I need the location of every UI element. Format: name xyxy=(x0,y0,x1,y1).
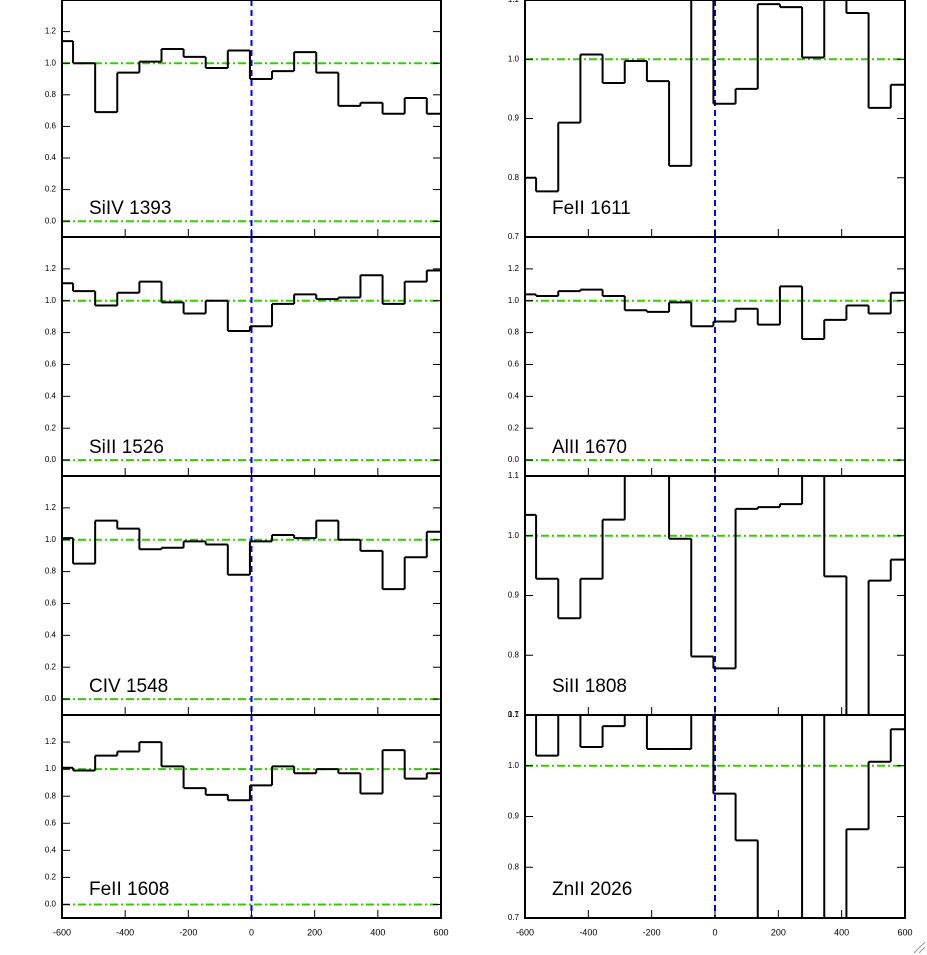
plot-area xyxy=(62,715,441,918)
plot-area xyxy=(62,0,441,237)
panel: 0.0 0.2 0.4 0.6 0.8 1.0 1.2 -600 -400 -200 0 200 400… xyxy=(45,714,449,937)
y-tick-label: 1.0 xyxy=(508,54,520,63)
x-tick-label: -600 xyxy=(53,927,71,937)
y-tick-label: 0.8 xyxy=(508,650,520,659)
y-tick-label: 0.0 xyxy=(45,694,57,703)
y-tick-label: 0.9 xyxy=(508,812,520,821)
y-tick-label: 0.6 xyxy=(508,360,520,369)
y-tick-label: 1.0 xyxy=(45,764,57,773)
y-tick-label: 0.6 xyxy=(45,122,57,131)
panel: 0.0 0.2 0.4 0.6 0.8 1.0 1.2 AlII 1670 xyxy=(508,236,906,477)
panel-label: AlII 1670 xyxy=(552,437,627,458)
y-tick-label: 0.8 xyxy=(508,173,520,182)
x-tick-label: 0 xyxy=(712,927,717,937)
y-tick-label: 0.4 xyxy=(45,845,57,854)
x-tick-label: -400 xyxy=(579,927,597,937)
panel-label: CIV 1548 xyxy=(89,676,168,697)
y-tick-label: 0.0 xyxy=(45,900,57,909)
plot-area xyxy=(525,476,905,715)
y-tick-label: 1.1 xyxy=(508,710,520,719)
y-tick-label: 0.6 xyxy=(45,360,57,369)
y-tick-label: 0.8 xyxy=(508,862,520,871)
x-tick-label: -200 xyxy=(179,927,197,937)
panel-label: SiII 1526 xyxy=(89,437,164,458)
y-tick-label: 1.2 xyxy=(508,264,520,273)
panel-label: ZnII 2026 xyxy=(552,879,632,900)
y-tick-label: 0.2 xyxy=(45,423,57,432)
panel-label: SiIV 1393 xyxy=(89,198,171,219)
panel: 0.0 0.2 0.4 0.6 0.8 1.0 1.2 CIV 1548 xyxy=(45,475,442,716)
y-tick-label: 0.6 xyxy=(45,818,57,827)
x-tick-label: -600 xyxy=(516,927,534,937)
y-tick-label: 1.2 xyxy=(45,503,57,512)
plot-area xyxy=(525,0,905,237)
x-tick-label: 400 xyxy=(834,927,849,937)
x-tick-label: 0 xyxy=(249,927,254,937)
y-tick-label: 1.0 xyxy=(45,58,57,67)
y-tick-label: 1.0 xyxy=(45,296,57,305)
y-tick-label: 1.0 xyxy=(508,531,520,540)
y-tick-label: 1.2 xyxy=(45,737,57,746)
panel: 0.0 0.2 0.4 0.6 0.8 1.0 1.2 SiIV 1393 xyxy=(45,0,442,238)
panel: 0.7 0.8 0.9 1.0 1.1 -600 -400 -200 0 200 400 600 ZnI… xyxy=(508,710,913,937)
y-tick-label: 0.4 xyxy=(45,153,57,162)
panel-label: FeII 1608 xyxy=(89,879,169,900)
y-tick-label: 0.7 xyxy=(508,232,520,241)
plot-area xyxy=(525,237,905,476)
y-tick-label: 0.7 xyxy=(508,913,520,922)
y-tick-label: 0.9 xyxy=(508,114,520,123)
y-tick-label: 0.0 xyxy=(45,216,57,225)
x-tick-label: 600 xyxy=(433,927,448,937)
y-tick-label: 0.8 xyxy=(45,791,57,800)
panel: 0.7 0.8 0.9 1.0 1.1 FeII 1611 xyxy=(508,0,906,241)
plot-area xyxy=(525,715,905,918)
panel-label: SiII 1808 xyxy=(552,676,627,697)
y-tick-label: 0.2 xyxy=(45,662,57,671)
plot-area xyxy=(62,476,441,715)
x-tick-label: 400 xyxy=(370,927,385,937)
y-tick-label: 0.9 xyxy=(508,591,520,600)
panel: 0.7 0.8 0.9 1.0 1.1 SiII 1808 xyxy=(508,471,906,719)
plot-area xyxy=(62,237,441,476)
x-tick-label: 200 xyxy=(771,927,786,937)
y-tick-label: 0.8 xyxy=(45,90,57,99)
y-tick-label: 0.2 xyxy=(45,185,57,194)
y-tick-label: 1.2 xyxy=(45,27,57,36)
panel-frame xyxy=(61,714,442,919)
y-tick-label: 0.7 xyxy=(508,710,520,719)
y-tick-label: 0.0 xyxy=(508,455,520,464)
y-tick-label: 0.4 xyxy=(45,391,57,400)
y-tick-label: 0.8 xyxy=(45,567,57,576)
y-tick-label: 1.1 xyxy=(508,471,520,480)
x-tick-label: 600 xyxy=(897,927,912,937)
y-tick-label: 0.8 xyxy=(45,328,57,337)
y-tick-label: 1.1 xyxy=(508,0,520,4)
x-tick-label: 200 xyxy=(307,927,322,937)
panel: 0.0 0.2 0.4 0.6 0.8 1.0 1.2 SiII 1526 xyxy=(45,236,442,477)
x-tick-label: -400 xyxy=(116,927,134,937)
y-tick-label: 0.6 xyxy=(45,599,57,608)
panel-label: FeII 1611 xyxy=(552,198,631,219)
x-tick-label: -200 xyxy=(643,927,661,937)
y-tick-label: 1.2 xyxy=(45,264,57,273)
y-tick-label: 0.0 xyxy=(45,455,57,464)
y-tick-label: 0.2 xyxy=(45,873,57,882)
y-tick-label: 0.4 xyxy=(508,391,520,400)
y-tick-label: 1.0 xyxy=(45,535,57,544)
y-tick-label: 1.0 xyxy=(508,761,520,770)
y-tick-label: 0.4 xyxy=(45,630,57,639)
y-tick-label: 1.0 xyxy=(508,296,520,305)
y-tick-label: 0.2 xyxy=(508,423,520,432)
resize-grip xyxy=(913,941,926,954)
y-tick-label: 0.8 xyxy=(508,328,520,337)
panel-frame xyxy=(524,714,906,919)
